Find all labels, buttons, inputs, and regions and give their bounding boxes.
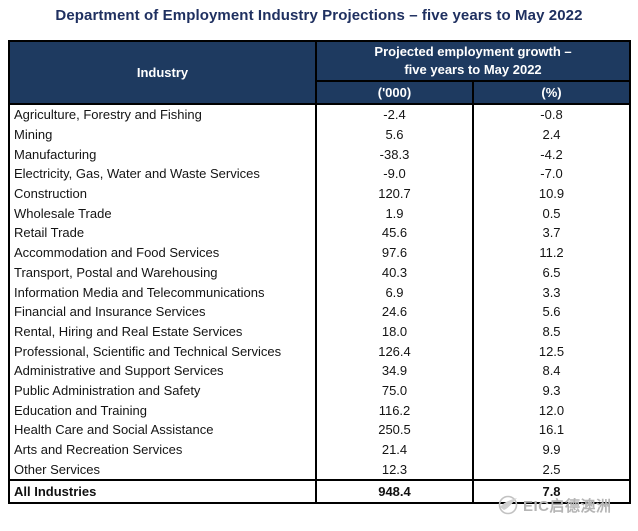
- industry-cell: Transport, Postal and Warehousing: [14, 264, 218, 280]
- table-row: Agriculture, Forestry and Fishing -2.4 -…: [9, 104, 631, 125]
- table-header: Industry Projected employment growth – f…: [9, 41, 631, 105]
- table-body: Agriculture, Forestry and Fishing -2.4 -…: [9, 104, 631, 481]
- percent-cell: 0.5: [471, 203, 631, 224]
- thousands-cell: 6.9: [315, 282, 473, 302]
- page-title: Department of Employment Industry Projec…: [55, 7, 583, 24]
- percent-cell: 8.4: [471, 360, 631, 381]
- percent-cell: -0.8: [471, 104, 631, 125]
- thousands-cell: 116.2: [315, 400, 473, 420]
- table-row: Education and Training 116.2 12.0: [9, 400, 631, 420]
- thousands-column-header: ('000): [316, 81, 474, 105]
- thousands-cell: 40.3: [315, 262, 473, 283]
- industry-cell: Administrative and Support Services: [14, 363, 224, 379]
- industry-cell: Retail Trade: [14, 225, 85, 241]
- thousands-cell: -9.0: [315, 164, 473, 184]
- percent-cell: -4.2: [471, 144, 631, 165]
- percent-cell: 10.9: [471, 183, 631, 204]
- table-row: Transport, Postal and Warehousing 40.3 6…: [9, 262, 631, 283]
- industry-cell: Electricity, Gas, Water and Waste Servic…: [14, 166, 260, 182]
- table-row: Mining 5.6 2.4: [9, 124, 631, 145]
- industry-cell: Professional, Scientific and Technical S…: [14, 343, 282, 359]
- growth-header-line1: Projected employment growth –: [374, 44, 572, 60]
- header-row-2: ('000) (%): [9, 81, 631, 105]
- table-row: Accommodation and Food Services 97.6 11.…: [9, 242, 631, 263]
- thousands-cell: 34.9: [315, 360, 473, 381]
- total-percent-cell: 7.8: [471, 479, 631, 504]
- percent-cell: 8.5: [471, 321, 631, 342]
- thousands-cell: 1.9: [315, 203, 473, 224]
- percent-cell: 5.6: [471, 301, 631, 322]
- table-row: Rental, Hiring and Real Estate Services …: [9, 321, 631, 342]
- table-row: Electricity, Gas, Water and Waste Servic…: [9, 164, 631, 184]
- industry-cell: Information Media and Telecommunications: [14, 284, 265, 300]
- percent-column-header: (%): [473, 81, 631, 105]
- industry-cell: Agriculture, Forestry and Fishing: [14, 107, 202, 123]
- table-row: Manufacturing -38.3 -4.2: [9, 144, 631, 165]
- total-row: All Industries 948.4 7.8: [9, 479, 631, 504]
- percent-cell: 12.0: [471, 400, 631, 420]
- growth-group-header: Projected employment growth – five years…: [316, 41, 631, 82]
- table-row: Public Administration and Safety 75.0 9.…: [9, 380, 631, 401]
- growth-header-line2: five years to May 2022: [404, 62, 542, 77]
- thousands-cell: 97.6: [315, 242, 473, 263]
- industry-cell: Other Services: [14, 461, 100, 477]
- table-row: Health Care and Social Assistance 250.5 …: [9, 420, 631, 440]
- table-row: Construction 120.7 10.9: [9, 183, 631, 204]
- thousands-cell: 250.5: [315, 420, 473, 440]
- table-row: Retail Trade 45.6 3.7: [9, 223, 631, 243]
- percent-cell: 6.5: [471, 262, 631, 283]
- percent-cell: 12.5: [471, 341, 631, 361]
- percent-cell: 9.9: [471, 439, 631, 460]
- thousands-cell: -38.3: [315, 144, 473, 165]
- thousands-cell: 18.0: [315, 321, 473, 342]
- thousands-cell: 24.6: [315, 301, 473, 322]
- industry-column-header: Industry: [9, 41, 317, 105]
- eic-logo-icon: [496, 494, 520, 516]
- industry-cell: Manufacturing: [14, 146, 97, 162]
- eic-watermark: EIC启德澳洲: [496, 494, 612, 516]
- industry-cell: Wholesale Trade: [14, 205, 112, 221]
- industry-cell: Arts and Recreation Services: [14, 442, 183, 458]
- thousands-cell: 21.4: [315, 439, 473, 460]
- eic-watermark-text: EIC启德澳洲: [523, 497, 612, 515]
- thousands-cell: 12.3: [315, 459, 473, 481]
- industry-cell: Accommodation and Food Services: [14, 245, 220, 261]
- table-row: Information Media and Telecommunications…: [9, 282, 631, 302]
- industry-cell: Financial and Insurance Services: [14, 304, 206, 320]
- table-row: Arts and Recreation Services 21.4 9.9: [9, 439, 631, 460]
- industry-cell: Health Care and Social Assistance: [14, 422, 214, 438]
- table-row: Professional, Scientific and Technical S…: [9, 341, 631, 361]
- percent-cell: 3.3: [471, 282, 631, 302]
- thousands-cell: 5.6: [315, 124, 473, 145]
- thousands-cell: 126.4: [315, 341, 473, 361]
- thousands-cell: 120.7: [315, 183, 473, 204]
- percent-cell: 3.7: [471, 223, 631, 243]
- thousands-cell: 75.0: [315, 380, 473, 401]
- industry-cell: Construction: [14, 186, 87, 202]
- total-thousands-cell: 948.4: [315, 479, 473, 504]
- table-row: Wholesale Trade 1.9 0.5: [9, 203, 631, 224]
- percent-cell: 9.3: [471, 380, 631, 401]
- table-footer: All Industries 948.4 7.8: [9, 479, 631, 504]
- percent-cell: 2.4: [471, 124, 631, 145]
- percent-cell: 11.2: [471, 242, 631, 263]
- percent-cell: -7.0: [471, 164, 631, 184]
- industry-cell: Education and Training: [14, 402, 147, 418]
- thousands-cell: -2.4: [315, 104, 473, 125]
- total-industry-cell: All Industries: [9, 479, 316, 504]
- percent-cell: 2.5: [471, 459, 631, 481]
- percent-cell: 16.1: [471, 420, 631, 440]
- industry-cell: Mining: [14, 127, 53, 143]
- table-row: Financial and Insurance Services 24.6 5.…: [9, 301, 631, 322]
- projections-table: Industry Projected employment growth – f…: [8, 40, 632, 505]
- industry-cell: Public Administration and Safety: [14, 382, 201, 398]
- table-row: Other Services 12.3 2.5: [9, 459, 631, 481]
- table-row: Administrative and Support Services 34.9…: [9, 360, 631, 381]
- header-row-1: Industry Projected employment growth – f…: [9, 41, 631, 105]
- thousands-cell: 45.6: [315, 223, 473, 243]
- industry-cell: Rental, Hiring and Real Estate Services: [14, 323, 243, 339]
